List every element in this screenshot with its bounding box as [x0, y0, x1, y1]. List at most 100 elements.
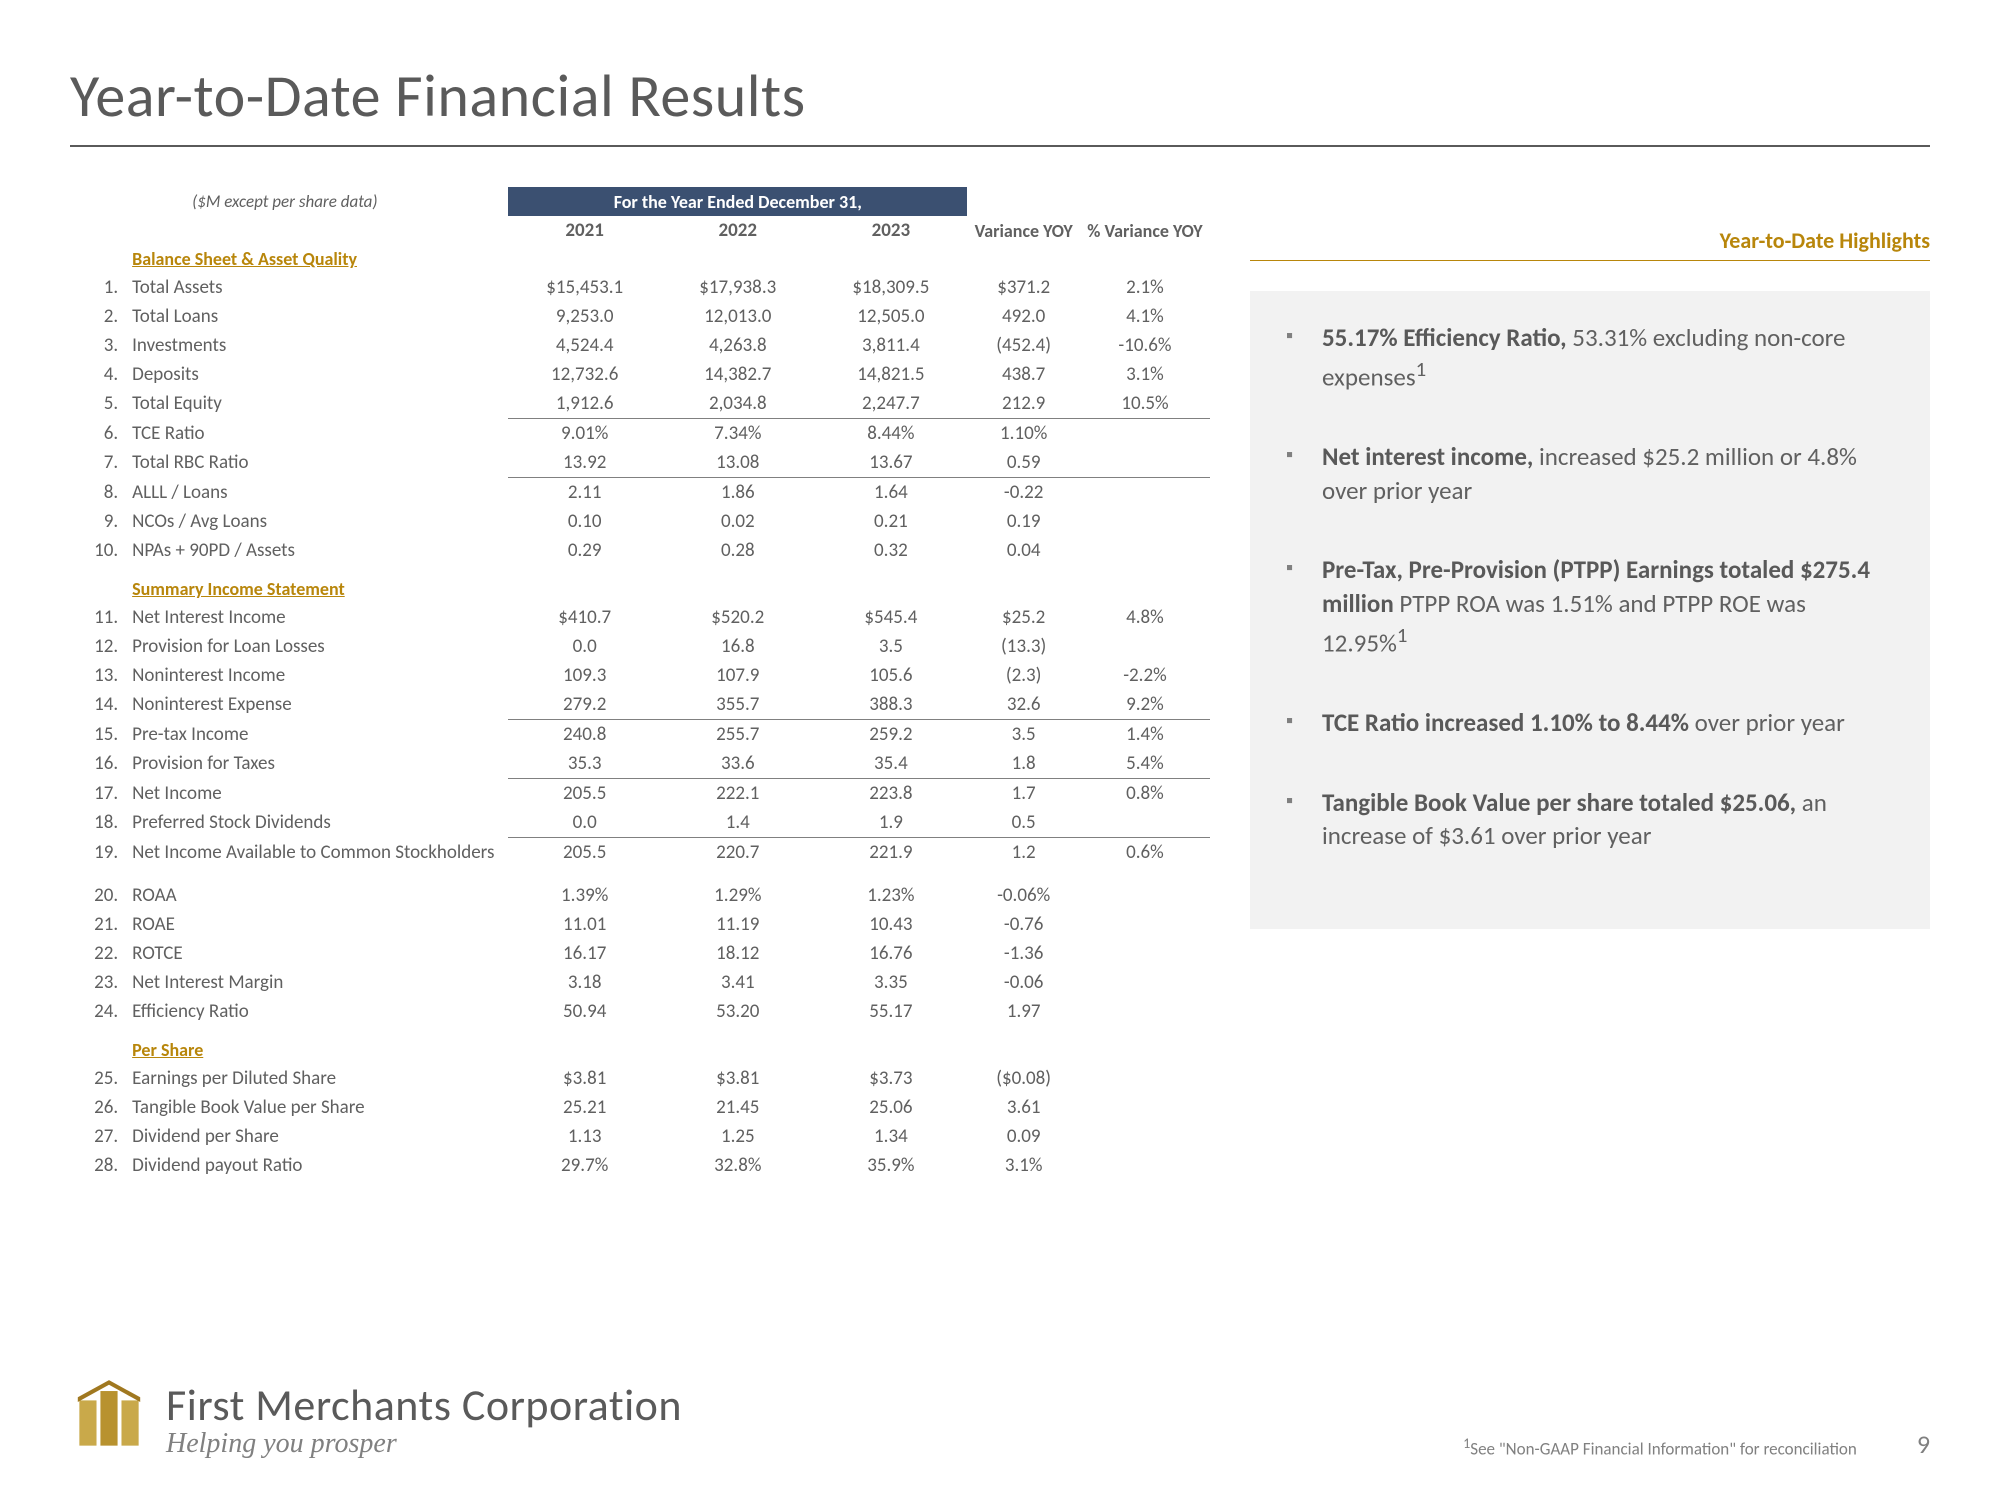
- val-2021: 1.39%: [508, 881, 661, 910]
- val-2023: 35.9%: [814, 1151, 967, 1180]
- val-2023: 1.34: [814, 1122, 967, 1151]
- highlights-list: 55.17% Efficiency Ratio, 53.31% excludin…: [1286, 321, 1894, 853]
- table-row: 26.Tangible Book Value per Share25.2121.…: [70, 1093, 1210, 1122]
- table-row: 4.Deposits12,732.614,382.714,821.5438.73…: [70, 360, 1210, 389]
- row-number: 2.: [70, 302, 126, 331]
- val-pct-variance: 0.6%: [1080, 838, 1210, 868]
- val-variance: ($0.08): [967, 1064, 1079, 1093]
- val-2021: 0.29: [508, 536, 661, 565]
- val-pct-variance: -2.2%: [1080, 661, 1210, 690]
- row-label: Pre-tax Income: [126, 720, 508, 750]
- unit-note: ($M except per share data): [192, 191, 377, 212]
- row-number: 12.: [70, 632, 126, 661]
- val-2022: 3.41: [661, 968, 814, 997]
- row-number: 5.: [70, 389, 126, 419]
- val-2022: 32.8%: [661, 1151, 814, 1180]
- table-row: 12.Provision for Loan Losses0.016.83.5(1…: [70, 632, 1210, 661]
- val-2023: 8.44%: [814, 419, 967, 449]
- val-variance: 1.7: [967, 779, 1079, 809]
- val-2023: 1.64: [814, 478, 967, 508]
- row-number: 10.: [70, 536, 126, 565]
- row-number: 22.: [70, 939, 126, 968]
- val-2021: 205.5: [508, 838, 661, 868]
- row-number: 16.: [70, 749, 126, 779]
- table-row: 18.Preferred Stock Dividends0.01.41.90.5: [70, 808, 1210, 838]
- val-2023: 25.06: [814, 1093, 967, 1122]
- val-2023: 0.32: [814, 536, 967, 565]
- val-variance: 0.04: [967, 536, 1079, 565]
- val-pct-variance: 2.1%: [1080, 273, 1210, 302]
- row-label: ROTCE: [126, 939, 508, 968]
- year-2021: 2021: [508, 216, 661, 245]
- val-pct-variance: [1080, 478, 1210, 508]
- row-label: ALLL / Loans: [126, 478, 508, 508]
- val-2022: 7.34%: [661, 419, 814, 449]
- table-row: 22.ROTCE16.1718.1216.76-1.36: [70, 939, 1210, 968]
- val-2023: 3.35: [814, 968, 967, 997]
- row-number: 21.: [70, 910, 126, 939]
- row-number: 6.: [70, 419, 126, 449]
- highlight-item: Net interest income, increased $25.2 mil…: [1286, 440, 1894, 508]
- val-variance: 3.1%: [967, 1151, 1079, 1180]
- company-logo: First Merchants Corporation Helping you …: [70, 1377, 682, 1460]
- val-2021: 16.17: [508, 939, 661, 968]
- main-content: ($M except per share data) For the Year …: [70, 187, 1930, 1180]
- val-pct-variance: 5.4%: [1080, 749, 1210, 779]
- row-label: Total Equity: [126, 389, 508, 419]
- row-label: Deposits: [126, 360, 508, 389]
- val-2022: 1.25: [661, 1122, 814, 1151]
- val-variance: -0.76: [967, 910, 1079, 939]
- val-2023: 16.76: [814, 939, 967, 968]
- header-row-2: 2021 2022 2023 Variance YOY % Variance Y…: [70, 216, 1210, 245]
- row-number: 20.: [70, 881, 126, 910]
- highlights-area: Year-to-Date Highlights 55.17% Efficienc…: [1250, 187, 1930, 1180]
- table-row: 15.Pre-tax Income240.8255.7259.23.51.4%: [70, 720, 1210, 750]
- table-row: 14.Noninterest Expense279.2355.7388.332.…: [70, 690, 1210, 720]
- val-2021: 240.8: [508, 720, 661, 750]
- table-row: 28.Dividend payout Ratio29.7%32.8%35.9%3…: [70, 1151, 1210, 1180]
- val-2021: 9,253.0: [508, 302, 661, 331]
- val-variance: 0.09: [967, 1122, 1079, 1151]
- footnote: 1See "Non-GAAP Financial Information" fo…: [1463, 1435, 1857, 1460]
- table-row: 23.Net Interest Margin3.183.413.35-0.06: [70, 968, 1210, 997]
- section-balance: Balance Sheet & Asset Quality: [126, 245, 508, 273]
- highlights-title: Year-to-Date Highlights: [1250, 227, 1930, 261]
- val-2022: $3.81: [661, 1064, 814, 1093]
- val-variance: (2.3): [967, 661, 1079, 690]
- row-number: 19.: [70, 838, 126, 868]
- table-row: 21.ROAE11.0111.1910.43-0.76: [70, 910, 1210, 939]
- row-number: 28.: [70, 1151, 126, 1180]
- table-row: 5.Total Equity1,912.62,034.82,247.7212.9…: [70, 389, 1210, 419]
- val-pct-variance: -10.6%: [1080, 331, 1210, 360]
- val-variance: (13.3): [967, 632, 1079, 661]
- row-label: NPAs + 90PD / Assets: [126, 536, 508, 565]
- val-2023: 3,811.4: [814, 331, 967, 360]
- val-2023: 259.2: [814, 720, 967, 750]
- val-2022: 18.12: [661, 939, 814, 968]
- val-2023: 55.17: [814, 997, 967, 1026]
- val-variance: -0.06: [967, 968, 1079, 997]
- row-label: Provision for Loan Losses: [126, 632, 508, 661]
- year-2022: 2022: [661, 216, 814, 245]
- row-number: 9.: [70, 507, 126, 536]
- val-2021: 0.0: [508, 808, 661, 838]
- val-2022: 4,263.8: [661, 331, 814, 360]
- table-row: 3.Investments4,524.44,263.83,811.4(452.4…: [70, 331, 1210, 360]
- table-row: 17.Net Income205.5222.1223.81.70.8%: [70, 779, 1210, 809]
- table-row: [70, 867, 1210, 881]
- val-2021: 1,912.6: [508, 389, 661, 419]
- val-2021: $15,453.1: [508, 273, 661, 302]
- val-pct-variance: 0.8%: [1080, 779, 1210, 809]
- val-2021: 279.2: [508, 690, 661, 720]
- row-number: 18.: [70, 808, 126, 838]
- company-name: First Merchants Corporation: [166, 1378, 682, 1432]
- logo-icon: [70, 1377, 148, 1460]
- val-2023: 0.21: [814, 507, 967, 536]
- val-2022: 16.8: [661, 632, 814, 661]
- val-pct-variance: 1.4%: [1080, 720, 1210, 750]
- row-number: 13.: [70, 661, 126, 690]
- val-variance: -1.36: [967, 939, 1079, 968]
- val-variance: 1.10%: [967, 419, 1079, 449]
- val-variance: -0.22: [967, 478, 1079, 508]
- val-pct-variance: 3.1%: [1080, 360, 1210, 389]
